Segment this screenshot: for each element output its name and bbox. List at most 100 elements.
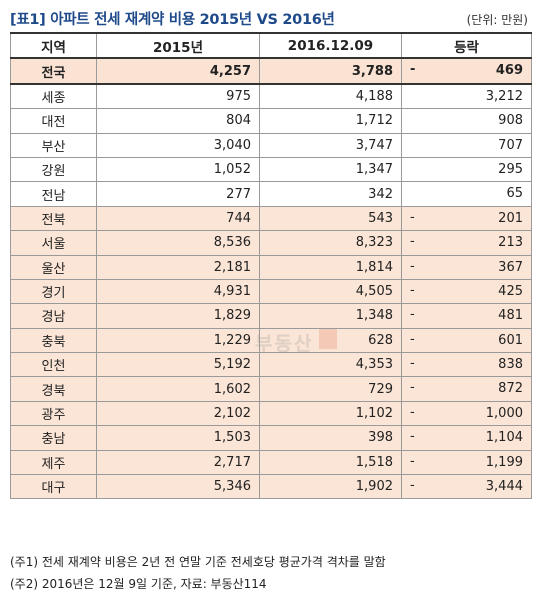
region-cell: 전남 xyxy=(10,181,97,207)
value-2015-cell: 975 xyxy=(96,83,260,110)
value-2016-cell: 1,348 xyxy=(259,303,402,329)
value-2016-cell: 628 xyxy=(259,327,402,354)
change-sign: - xyxy=(410,429,415,445)
change-sign: - xyxy=(410,307,415,323)
value-2015-cell: 4,931 xyxy=(96,278,260,305)
total-row: 전국 4,257 3,788 - 469 xyxy=(10,57,532,85)
change-value: 601 xyxy=(498,332,523,348)
value-2016-cell: 3,788 xyxy=(259,57,402,85)
column-header-region: 지역 xyxy=(10,31,97,60)
region-cell: 울산 xyxy=(10,254,97,280)
table-row: 서울 8,536 8,323- 213 xyxy=(10,230,532,256)
region-cell: 인천 xyxy=(10,352,97,378)
value-2015-cell: 1,052 xyxy=(96,156,260,183)
value-2015-cell: 804 xyxy=(96,108,260,134)
change-cell: - 601 xyxy=(401,327,532,354)
change-value: 872 xyxy=(498,381,523,397)
value-2016-cell: 543 xyxy=(259,205,402,232)
header-row: 지역 2015년 2016.12.09 등락 xyxy=(10,31,532,60)
table-row: 대구 5,346 1,902- 3,444 xyxy=(10,474,532,500)
column-header-2015: 2015년 xyxy=(96,31,260,60)
value-2015-cell: 1,503 xyxy=(96,425,260,451)
change-cell: - 425 xyxy=(401,278,532,305)
value-2015-cell: 5,346 xyxy=(96,474,260,500)
change-cell: - 201 xyxy=(401,205,532,232)
change-value: 707 xyxy=(498,137,523,153)
table-row: 울산 2,181 1,814- 367 xyxy=(10,254,532,280)
change-sign: - xyxy=(410,478,415,494)
value-2015-cell: 277 xyxy=(96,181,260,207)
table-row: 충남 1,503 398- 1,104 xyxy=(10,425,532,451)
change-value: 3,212 xyxy=(485,88,523,104)
region-cell: 전북 xyxy=(10,205,97,232)
value-2016-cell: 1,347 xyxy=(259,156,402,183)
value-2015-cell: 1,829 xyxy=(96,303,260,329)
value-2016-cell: 398 xyxy=(259,425,402,451)
value-2015-cell: 744 xyxy=(96,205,260,232)
change-value: 3,444 xyxy=(485,479,523,495)
change-cell: - 367 xyxy=(401,254,532,280)
value-2015-cell: 2,102 xyxy=(96,400,260,427)
value-2015-cell: 1,602 xyxy=(96,376,260,402)
table-row: 제주 2,717 1,518- 1,199 xyxy=(10,449,532,476)
value-2016-cell: 8,323 xyxy=(259,230,402,256)
value-2016-cell: 342 xyxy=(259,181,402,207)
table-row: 세종 975 4,188 3,212 xyxy=(10,83,532,110)
table-row: 인천 5,192 4,353- 838 xyxy=(10,352,532,378)
region-cell: 전국 xyxy=(10,57,97,85)
region-cell: 서울 xyxy=(10,230,97,256)
table-row: 대전 804 1,712 908 xyxy=(10,108,532,134)
change-value: 908 xyxy=(498,113,523,129)
value-2016-cell: 1,902 xyxy=(259,474,402,500)
table-row: 경기 4,931 4,505- 425 xyxy=(10,278,532,305)
value-2015-cell: 8,536 xyxy=(96,230,260,256)
region-cell: 경기 xyxy=(10,278,97,305)
table-row: 경남 1,829 1,348- 481 xyxy=(10,303,532,329)
region-cell: 충남 xyxy=(10,425,97,451)
table-row: 부산 3,040 3,747 707 xyxy=(10,132,532,158)
region-cell: 충북 xyxy=(10,327,97,354)
unit-label: (단위: 만원) xyxy=(466,13,528,27)
table-row: 전북 744 543- 201 xyxy=(10,205,532,232)
change-sign: - xyxy=(410,356,415,372)
change-sign: - xyxy=(410,380,415,396)
value-2016-cell: 4,505 xyxy=(259,278,402,305)
table-title: [표1] 아파트 전세 재계약 비용 2015년 VS 2016년 xyxy=(10,12,335,28)
change-cell: - 1,000 xyxy=(401,400,532,427)
change-cell: 65 xyxy=(401,181,532,207)
value-2016-cell: 4,188 xyxy=(259,83,402,110)
footnote-1: (주1) 전세 재계약 비용은 2년 전 연말 기준 전세호당 평균가격 격차를… xyxy=(10,555,386,569)
table-row: 경북 1,602 729- 872 xyxy=(10,376,532,402)
value-2015-cell: 1,229 xyxy=(96,327,260,354)
change-value: 469 xyxy=(495,63,523,79)
value-2016-cell: 1,518 xyxy=(259,449,402,476)
change-cell: 295 xyxy=(401,156,532,183)
change-cell: - 872 xyxy=(401,376,532,402)
region-cell: 경북 xyxy=(10,376,97,402)
change-value: 213 xyxy=(498,235,523,251)
change-cell: - 1,104 xyxy=(401,425,532,451)
region-cell: 세종 xyxy=(10,83,97,110)
change-value: 1,000 xyxy=(485,405,523,421)
region-cell: 부산 xyxy=(10,132,97,158)
rent-cost-table: 지역 2015년 2016.12.09 등락 전국 4,257 3,788 - … xyxy=(10,31,532,500)
change-cell: - 481 xyxy=(401,303,532,329)
change-cell: - 838 xyxy=(401,352,532,378)
change-value: 1,104 xyxy=(485,430,523,446)
value-2015-cell: 2,181 xyxy=(96,254,260,280)
value-2015-cell: 3,040 xyxy=(96,132,260,158)
change-cell: 707 xyxy=(401,132,532,158)
change-sign: - xyxy=(410,331,415,347)
region-cell: 경남 xyxy=(10,303,97,329)
table-row: 강원 1,052 1,347 295 xyxy=(10,156,532,183)
value-2015-cell: 5,192 xyxy=(96,352,260,378)
value-2016-cell: 1,102 xyxy=(259,400,402,427)
change-value: 201 xyxy=(498,210,523,226)
value-2015-cell: 4,257 xyxy=(96,57,260,85)
column-header-2016: 2016.12.09 xyxy=(259,31,402,60)
change-cell: - 213 xyxy=(401,230,532,256)
change-value: 1,199 xyxy=(485,454,523,470)
table-row: 전남 277 342 65 xyxy=(10,181,532,207)
change-cell: - 1,199 xyxy=(401,449,532,476)
change-sign: - xyxy=(410,62,416,78)
